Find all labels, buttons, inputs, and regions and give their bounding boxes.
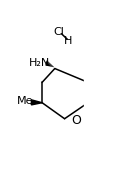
Polygon shape <box>31 100 42 105</box>
Text: H₂N: H₂N <box>29 58 50 68</box>
Text: Cl: Cl <box>53 27 64 37</box>
Text: Me: Me <box>17 95 33 105</box>
Text: H: H <box>64 36 73 46</box>
Text: O: O <box>71 114 81 127</box>
